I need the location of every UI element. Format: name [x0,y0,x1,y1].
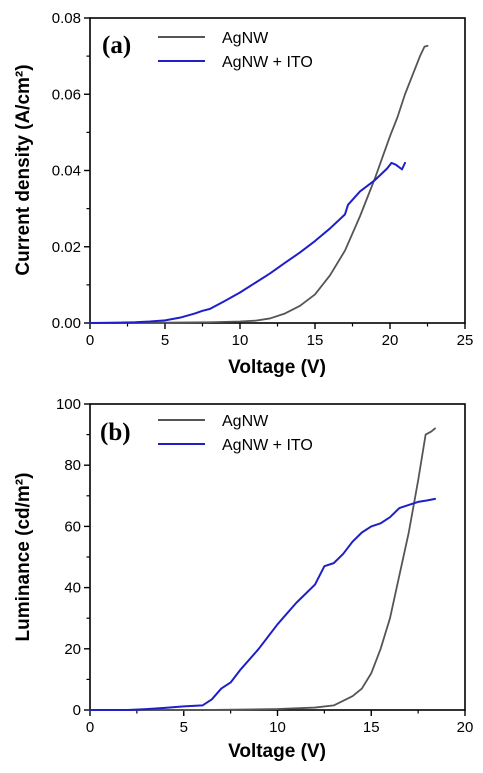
x-tick-label: 20 [457,719,474,736]
series-line-agnw-ito [89,497,436,711]
legend-b-label-agnw: AgNW [222,413,269,430]
legend-a-label-agnw-ito: AgNW + ITO [222,54,313,71]
x-tick-label: 25 [457,332,474,349]
panel-a-series [89,44,429,324]
panel-b-legend: AgNW AgNW + ITO [158,413,313,454]
y-tick-label: 40 [64,580,81,597]
x-tick-label: 0 [86,332,94,349]
panel-b-y-ticks: 0 20 40 60 80 100 [56,396,90,719]
panel-a-y-ticks: 0.00 0.02 0.04 0.06 0.08 [52,10,90,332]
y-tick-label: 20 [64,641,81,658]
x-tick-label: 10 [269,719,286,736]
series-line-agnw [89,427,436,711]
panel-b-y-axis-title: Luminance (cd/m²) [13,473,34,642]
panel-b-label: (b) [100,419,131,446]
x-tick-label: 20 [382,332,399,349]
panel-a-y-axis-title: Current density (A/cm²) [13,64,34,275]
x-tick-label: 5 [180,719,188,736]
x-tick-label: 5 [161,332,169,349]
y-tick-label: 0.02 [52,239,81,256]
panel-a-legend: AgNW AgNW + ITO [158,30,313,71]
legend-a-label-agnw: AgNW [222,30,269,47]
y-tick-label: 0 [73,702,81,719]
y-tick-label: 0.00 [52,315,81,332]
x-tick-label: 15 [307,332,324,349]
panel-a-label: (a) [102,32,131,59]
x-tick-label: 10 [232,332,249,349]
y-tick-label: 0.08 [52,10,81,27]
y-tick-label: 0.06 [52,86,81,103]
panel-a-x-ticks: 0 5 10 15 20 25 [86,323,474,349]
y-tick-label: 100 [56,396,81,413]
series-line-agnw-ito [89,161,406,324]
series-line-agnw [89,44,429,324]
y-tick-label: 0.04 [52,163,81,180]
legend-b-label-agnw-ito: AgNW + ITO [222,437,313,454]
panel-b-chart: 0 5 10 15 20 0 20 40 60 80 100 (b) AgNW AgNW + IT… [13,396,473,762]
x-tick-label: 15 [363,719,380,736]
x-tick-label: 0 [86,719,94,736]
panel-a-chart: 0 5 10 15 20 25 0.00 0.02 0.04 0.06 0.08 (a) AgNW… [13,10,473,378]
panel-b-x-axis-title: Voltage (V) [228,741,326,762]
panel-b-series [89,427,436,711]
y-tick-label: 80 [64,457,81,474]
panel-b-x-ticks: 0 5 10 15 20 [86,710,474,736]
panel-a-x-axis-title: Voltage (V) [228,357,326,378]
y-tick-label: 60 [64,518,81,535]
